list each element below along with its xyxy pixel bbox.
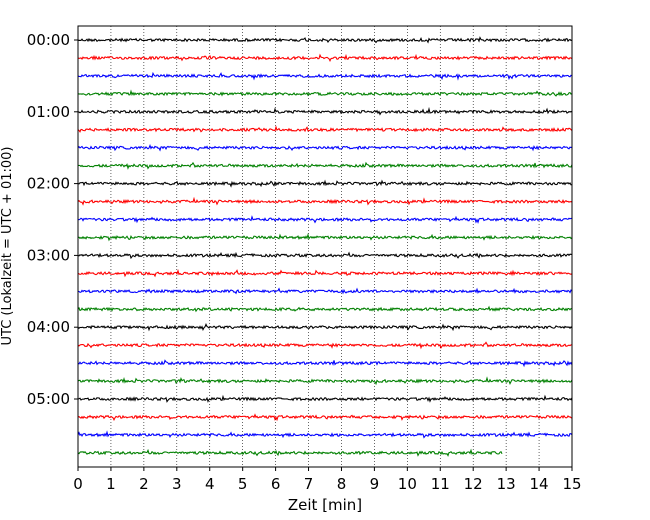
x-tick-label: 8 (337, 475, 347, 493)
x-tick-label: 0 (73, 475, 83, 493)
x-tick-label: 14 (530, 475, 549, 493)
trace-line (77, 196, 573, 206)
trace-line (77, 305, 573, 313)
x-tick-label: 11 (431, 475, 450, 493)
x-tick-label: 10 (398, 475, 417, 493)
y-tick-label: 03:00 (27, 246, 70, 264)
x-tick-label: 4 (205, 475, 215, 493)
y-axis-ticks: 00:00 01:00 02:00 03:00 04:00 05:00 (27, 31, 78, 408)
trace-line (77, 53, 573, 62)
x-tick-label: 13 (497, 475, 516, 493)
y-tick-label: 00:00 (27, 31, 70, 49)
trace-line (77, 36, 573, 44)
trace-line (77, 359, 573, 368)
trace-line (77, 143, 573, 152)
x-tick-label: 9 (370, 475, 380, 493)
x-tick-label: 2 (139, 475, 149, 493)
x-tick-label: 6 (271, 475, 281, 493)
y-tick-label: 01:00 (27, 103, 70, 121)
trace-line (77, 251, 573, 260)
trace-line (77, 161, 573, 170)
x-axis-ticks: 0 1 2 3 4 5 6 7 8 9 10 11 12 13 14 15 (73, 467, 582, 493)
x-axis-label: Zeit [min] (288, 496, 362, 514)
y-tick-label: 02:00 (27, 175, 70, 193)
trace-line (77, 341, 573, 350)
y-axis-label: UTC (Lokalzeit = UTC + 01:00) (0, 147, 15, 346)
x-tick-label: 15 (562, 475, 581, 493)
traces (77, 36, 573, 457)
trace-line (77, 232, 573, 242)
x-tick-label: 12 (464, 475, 483, 493)
x-tick-label: 7 (304, 475, 314, 493)
x-tick-label: 3 (172, 475, 182, 493)
trace-line (77, 413, 573, 422)
trace-line (77, 430, 573, 439)
trace-line (77, 323, 573, 332)
trace-line (77, 179, 573, 188)
y-tick-label: 05:00 (27, 390, 70, 408)
trace-line (77, 287, 573, 295)
trace-line (77, 89, 573, 97)
trace-line (77, 376, 573, 386)
trace-line (77, 125, 573, 133)
x-tick-label: 1 (106, 475, 116, 493)
trace-line (77, 268, 573, 278)
x-tick-label: 5 (238, 475, 248, 493)
plot-frame (77, 25, 573, 468)
trace-line (77, 71, 573, 81)
y-tick-label: 04:00 (27, 318, 70, 336)
trace-line (77, 394, 573, 403)
vertical-grid (110, 26, 540, 467)
trace-line (77, 106, 573, 116)
trace-line (77, 448, 503, 457)
trace-line (77, 215, 572, 224)
